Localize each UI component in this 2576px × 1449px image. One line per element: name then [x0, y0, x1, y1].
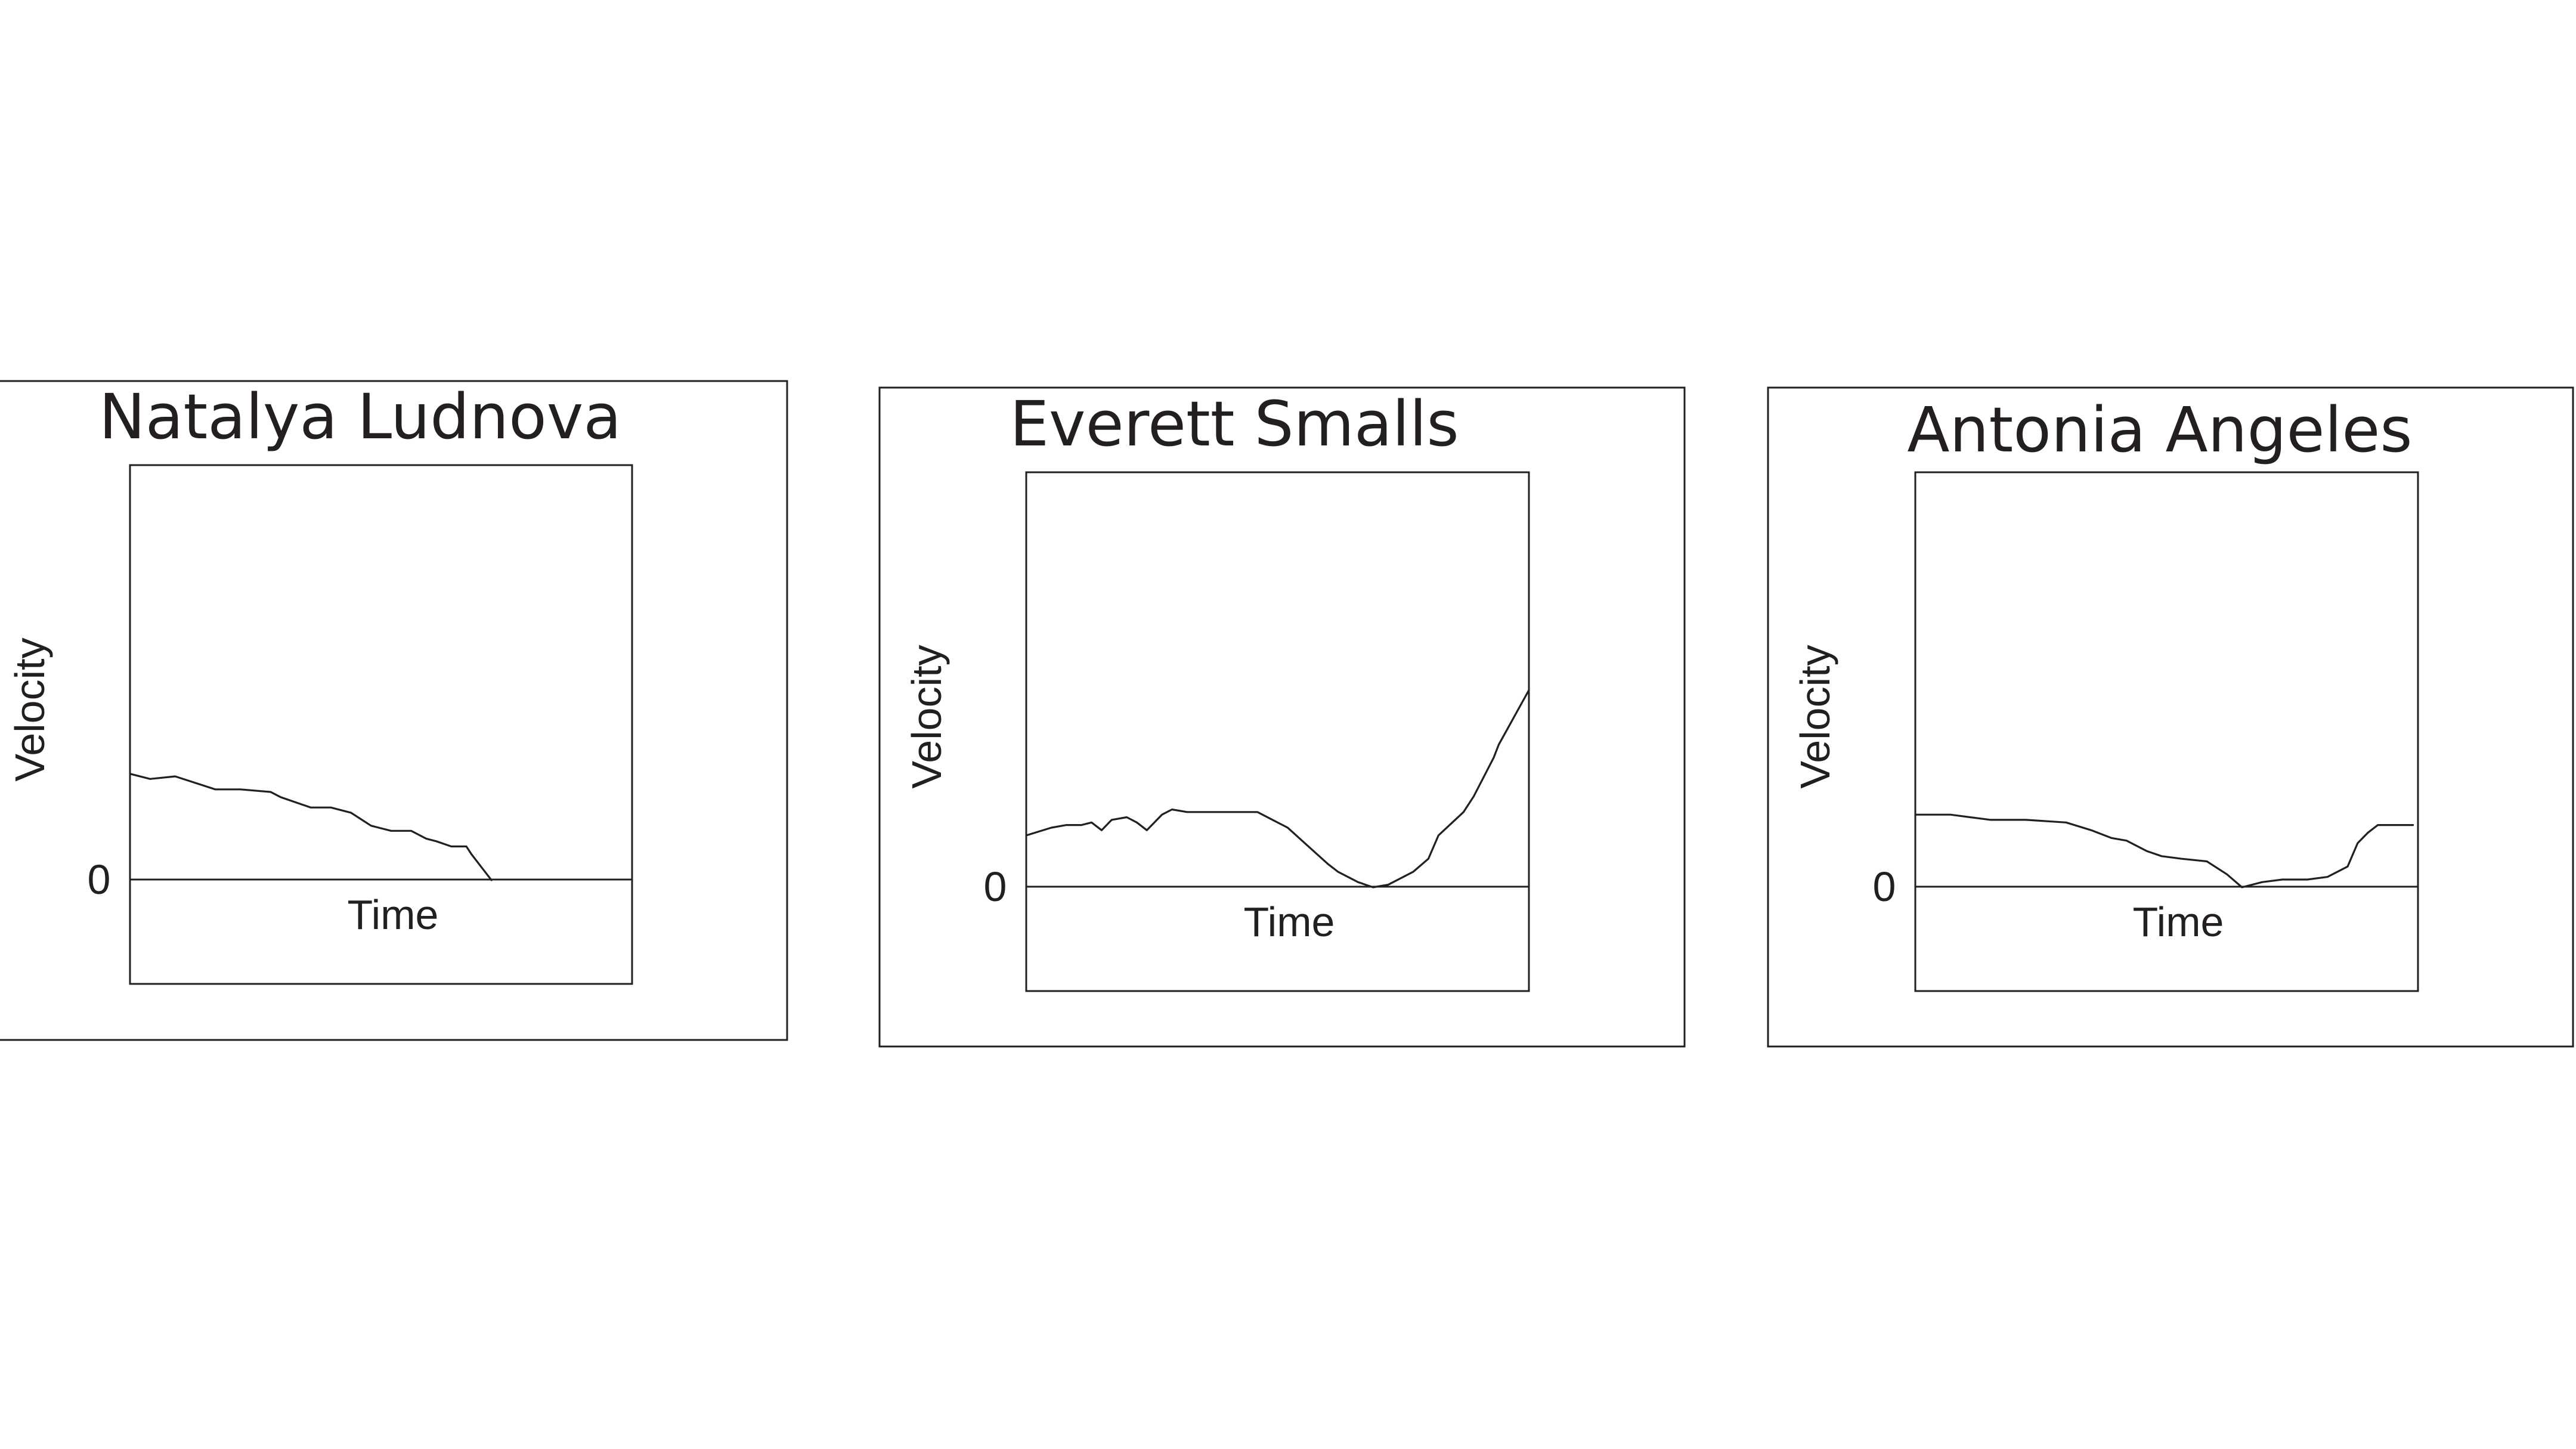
- velocity-line: [1025, 689, 1530, 888]
- y-axis-label: Velocity: [1792, 645, 1838, 788]
- y-axis-label: Velocity: [903, 645, 950, 788]
- panel-everett-smalls: Everett Smalls 0 Time Velocity: [878, 386, 1686, 1048]
- panel-frame: [1767, 386, 2574, 1048]
- plot-area: [1025, 471, 1530, 992]
- y-axis-label: Velocity: [7, 637, 53, 781]
- panel-frame: [878, 386, 1686, 1048]
- x-axis-label: Time: [1244, 899, 1335, 945]
- zero-label: 0: [88, 856, 111, 903]
- plot-area: [129, 464, 633, 985]
- panel-antonia-angeles: Antonia Angeles 0 Time Velocity: [1767, 386, 2574, 1048]
- plot-area: [1914, 471, 2419, 992]
- chart-title: Natalya Ludnova: [99, 380, 621, 453]
- zero-label: 0: [984, 863, 1007, 910]
- zero-label: 0: [1873, 863, 1896, 910]
- panel-frame: [0, 380, 788, 1041]
- chart-title: Everett Smalls: [1010, 388, 1459, 460]
- velocity-line: [1914, 813, 2414, 888]
- x-axis-label: Time: [2133, 899, 2224, 945]
- chart-title: Antonia Angeles: [1907, 394, 2412, 466]
- velocity-line: [129, 773, 493, 881]
- panel-natalya-ludnova: Natalya Ludnova 0 Time Velocity: [0, 380, 788, 1041]
- x-axis-label: Time: [348, 891, 439, 938]
